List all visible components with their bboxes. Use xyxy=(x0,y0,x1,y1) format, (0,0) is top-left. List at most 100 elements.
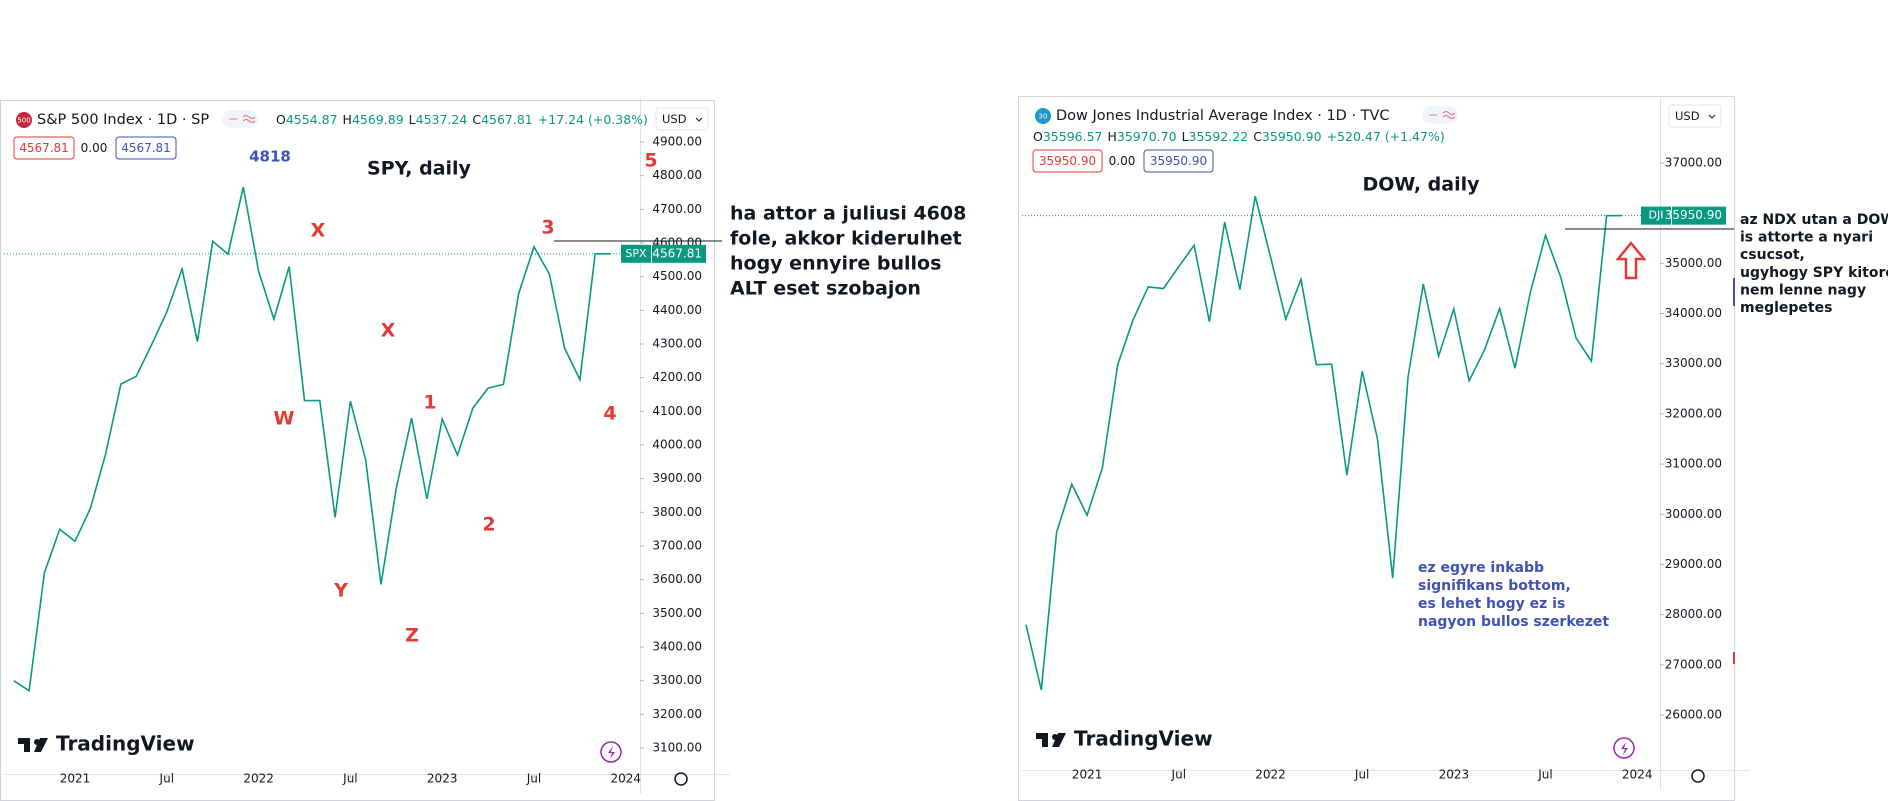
annotation: 5 xyxy=(644,150,657,172)
ohlc-value: 35950.90 xyxy=(1262,129,1322,144)
note-line: nagyon bullos szerkezet xyxy=(1418,614,1609,630)
ohlc-label: O xyxy=(1033,129,1043,144)
price-box-value: 0.00 xyxy=(81,141,108,155)
ohlc-value: 4537.24 xyxy=(416,112,468,127)
dropdown-icon xyxy=(1708,114,1716,119)
ohlc-value: 35970.70 xyxy=(1117,129,1177,144)
indicator-icon xyxy=(1429,111,1456,119)
ohlc: O4554.87 H4569.89 L4537.24 C4567.81 +17.24 (… xyxy=(276,112,648,127)
ohlc-value: 4554.87 xyxy=(286,112,338,127)
ohlc-value: +17.24 (+0.38%) xyxy=(538,112,648,127)
x-tick-label: Jul xyxy=(159,772,174,786)
y-tick-label: 3500.00 xyxy=(652,606,702,620)
price-box-value: 35950.90 xyxy=(1150,154,1207,168)
note-line: meglepetes xyxy=(1740,300,1832,316)
y-tick-label: 33000.00 xyxy=(1665,356,1722,370)
price-line xyxy=(1025,195,1622,691)
y-tick-label: 35000.00 xyxy=(1665,256,1722,270)
currency[interactable]: USD xyxy=(662,112,687,126)
y-tick-label: 3800.00 xyxy=(652,505,702,519)
brand-logo xyxy=(1036,733,1066,747)
x-tick-label: 2021 xyxy=(60,772,91,786)
note-line: ha attor a juliusi 4608 xyxy=(730,203,966,225)
currency-box xyxy=(1668,104,1722,128)
x-tick-label: Jul xyxy=(342,772,357,786)
currency-box xyxy=(655,107,709,131)
note-line: ez egyre inkabb xyxy=(1418,560,1544,576)
annotation: 4 xyxy=(603,403,616,425)
chart-title: Dow Jones Industrial Average Index · 1D … xyxy=(1056,108,1390,124)
indicator-pill xyxy=(1422,106,1458,124)
annotation: 1 xyxy=(423,392,436,414)
note-line: az NDX utan a DOW xyxy=(1740,212,1888,228)
y-tick-label: 37000.00 xyxy=(1665,156,1722,170)
ohlc-label: L xyxy=(1182,129,1189,144)
ohlc-label: C xyxy=(1253,129,1262,144)
y-tick-label: 31000.00 xyxy=(1665,457,1722,471)
price-tag-symbol-box xyxy=(1641,206,1671,225)
symbol-badge-icon xyxy=(1035,108,1051,124)
ohlc-label: L xyxy=(409,112,416,127)
price-box xyxy=(13,136,75,160)
note-line: csucsot, xyxy=(1740,247,1805,263)
annotation: 4818 xyxy=(249,148,291,166)
symbol-badge: 500 xyxy=(17,117,30,125)
ohlc-value: 4569.89 xyxy=(352,112,404,127)
annotation: 3 xyxy=(541,217,554,239)
y-tick-label: 3100.00 xyxy=(652,741,702,755)
y-tick-label: 4400.00 xyxy=(652,303,702,317)
marker xyxy=(1733,278,1735,306)
brand-logo xyxy=(18,738,48,752)
note-line: es lehet hogy ez is xyxy=(1418,596,1565,612)
x-tick-label: 2022 xyxy=(243,772,274,786)
y-tick-label: 3300.00 xyxy=(652,673,702,687)
y-tick-label: 4000.00 xyxy=(652,438,702,452)
annotation: 2 xyxy=(482,514,495,536)
price-box-value: 4567.81 xyxy=(121,141,171,155)
y-tick-label: 3900.00 xyxy=(652,471,702,485)
brand-logo-dot xyxy=(34,739,40,745)
y-tick-label: 30000.00 xyxy=(1665,507,1722,521)
note-line: ALT eset szobajon xyxy=(730,278,921,300)
y-tick-label: 4900.00 xyxy=(652,135,702,149)
annotation: Z xyxy=(405,625,419,647)
currency[interactable]: USD xyxy=(1675,109,1700,123)
ohlc-value: 4567.81 xyxy=(481,112,533,127)
settings-icon[interactable] xyxy=(674,772,688,786)
price-box-value: 4567.81 xyxy=(19,141,69,155)
y-tick-label: 4500.00 xyxy=(652,269,702,283)
y-tick-label: 26000.00 xyxy=(1665,708,1722,722)
ohlc: O35596.57 H35970.70 L35592.22 C35950.90 +520… xyxy=(1033,129,1445,144)
y-tick-label: 4100.00 xyxy=(652,404,702,418)
symbol-badge: 30 xyxy=(1039,113,1048,121)
y-tick-label: 32000.00 xyxy=(1665,406,1722,420)
chart-frame xyxy=(1018,96,1735,801)
annotation: X xyxy=(381,320,396,342)
note-line: signifikans bottom, xyxy=(1418,578,1571,594)
price-tag-symbol-box xyxy=(621,244,651,263)
y-tick-label: 4800.00 xyxy=(652,168,702,182)
x-tick-label: 2021 xyxy=(1072,768,1103,782)
ohlc-label: C xyxy=(472,112,481,127)
price-box xyxy=(1032,149,1103,173)
settings-icon[interactable] xyxy=(1691,769,1705,783)
price-tag-symbol: DJI xyxy=(1649,209,1664,222)
x-tick-label: Jul xyxy=(1354,768,1369,782)
ohlc-label: O xyxy=(276,112,286,127)
ohlc-value: 35596.57 xyxy=(1043,129,1103,144)
note-line: hogy ennyire bullos xyxy=(730,253,941,275)
y-tick-label: 3700.00 xyxy=(652,539,702,553)
annotation: SPY, daily xyxy=(367,158,472,180)
ohlc-label: H xyxy=(1108,129,1117,144)
price-tag-symbol: SPX xyxy=(625,247,647,260)
note-line: ugyhogy SPY kitores xyxy=(1740,265,1888,281)
chart-frame xyxy=(0,100,715,801)
annotation: DOW, daily xyxy=(1363,174,1481,196)
y-tick-label: 28000.00 xyxy=(1665,607,1722,621)
annotation: X xyxy=(311,220,326,242)
ohlc-label: H xyxy=(343,112,352,127)
ohlc-value: +520.47 (+1.47%) xyxy=(1327,129,1445,144)
marker xyxy=(1733,652,1735,664)
y-tick-label: 3400.00 xyxy=(652,640,702,654)
